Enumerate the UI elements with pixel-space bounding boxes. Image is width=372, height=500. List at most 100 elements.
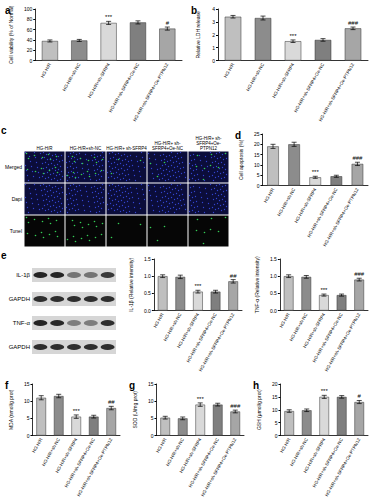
- svg-text:10: 10: [148, 398, 154, 404]
- svg-text:GSH (μmol/g prot): GSH (μmol/g prot): [256, 389, 262, 430]
- svg-text:###: ###: [352, 155, 363, 161]
- svg-text:###: ###: [230, 403, 241, 409]
- svg-text:HG-H/R: HG-H/R: [31, 437, 44, 454]
- svg-text:#: #: [358, 393, 362, 399]
- svg-text:HG-H/R+sh-NC: HG-H/R+sh-NC: [162, 312, 182, 342]
- svg-text:Merged: Merged: [5, 164, 22, 170]
- svg-text:g: g: [129, 380, 135, 391]
- svg-text:GAPDH: GAPDH: [9, 296, 30, 302]
- svg-text:HG-H/R+sh-SFRP4+Oe-NC: HG-H/R+sh-SFRP4+Oe-NC: [185, 312, 218, 363]
- svg-text:TNF-α (Relative intensity): TNF-α (Relative intensity): [254, 256, 260, 313]
- svg-text:HG-H/R+sh-SFRP4+Oe-NC: HG-H/R+sh-SFRP4+Oe-NC: [108, 62, 141, 113]
- svg-text:HG-H/R+sh-NC: HG-H/R+sh-NC: [41, 437, 61, 467]
- svg-text:HG-H/R+sh-NC: HG-H/R+sh-NC: [61, 62, 81, 92]
- svg-text:HG-H/R+sh-SFRP4+Oe-PTPN12: HG-H/R+sh-SFRP4+Oe-PTPN12: [76, 437, 114, 497]
- svg-text:f: f: [5, 380, 9, 391]
- svg-text:1.0: 1.0: [144, 273, 151, 279]
- svg-text:10: 10: [254, 162, 260, 168]
- svg-text:HG-H/R: HG-H/R: [263, 187, 276, 204]
- svg-text:20: 20: [272, 381, 278, 387]
- svg-text:***: ***: [289, 33, 297, 39]
- svg-text:0: 0: [29, 58, 32, 64]
- svg-text:1.5: 1.5: [144, 256, 151, 262]
- svg-text:***: ***: [312, 169, 320, 175]
- svg-text:HG-H/R+sh-SFRP4: HG-H/R+sh-SFRP4: [87, 62, 111, 99]
- svg-text:HG-H/R: HG-H/R: [223, 62, 236, 79]
- svg-text:HG-H/R+sh-SFRP4+Oe-PTPN12: HG-H/R+sh-SFRP4+Oe-PTPN12: [324, 312, 362, 372]
- svg-text:15: 15: [24, 381, 30, 387]
- svg-text:HG-H/R+sh-SFRP4: HG-H/R+sh-SFRP4: [271, 62, 295, 99]
- svg-text:0.0: 0.0: [144, 308, 151, 314]
- svg-text:0: 0: [257, 183, 260, 189]
- svg-text:100: 100: [24, 6, 33, 12]
- svg-text:HG-H/R: HG-H/R: [40, 62, 53, 79]
- svg-text:HG-H/R: HG-H/R: [153, 312, 166, 329]
- svg-text:0.5: 0.5: [270, 290, 277, 296]
- svg-text:b: b: [191, 5, 197, 16]
- svg-text:Cell apoptosis (%): Cell apoptosis (%): [238, 139, 244, 180]
- svg-text:SOD (U/mg prot): SOD (U/mg prot): [132, 391, 138, 429]
- svg-text:HG-H/R+sh-SFRP4+Oe-NC: HG-H/R+sh-SFRP4+Oe-NC: [312, 437, 345, 488]
- svg-text:###: ###: [348, 20, 359, 26]
- svg-text:HG-H/R+sh-SFRP4+Oe-NC: HG-H/R+sh-SFRP4+Oe-NC: [311, 312, 344, 363]
- svg-text:5: 5: [275, 420, 278, 426]
- svg-text:***: ***: [105, 14, 113, 20]
- svg-text:GAPDH: GAPDH: [9, 344, 30, 350]
- svg-text:20: 20: [27, 47, 33, 53]
- svg-text:HG-H/R+sh-NC: HG-H/R+sh-NC: [288, 312, 308, 342]
- svg-text:4: 4: [212, 6, 215, 12]
- svg-text:##: ##: [108, 399, 115, 405]
- svg-text:HG-H/R+sh-SFRP4+Oe-PTPN12: HG-H/R+sh-SFRP4+Oe-PTPN12: [132, 62, 170, 122]
- svg-text:15: 15: [272, 394, 278, 400]
- svg-text:HG-H/R+sh-SFRP4+Oe-PTPN12: HG-H/R+sh-SFRP4+Oe-PTPN12: [200, 437, 238, 497]
- svg-text:0.5: 0.5: [144, 290, 151, 296]
- svg-text:1.0: 1.0: [270, 273, 277, 279]
- svg-text:MDA (nmol/g prot): MDA (nmol/g prot): [8, 389, 14, 430]
- svg-text:25: 25: [254, 131, 260, 137]
- svg-text:0: 0: [151, 433, 154, 439]
- svg-text:Relative LDH release: Relative LDH release: [195, 11, 201, 58]
- svg-text:HG-H/R+sh-SFRP4+Oe-NC: HG-H/R+sh-SFRP4+Oe-NC: [64, 437, 97, 488]
- svg-text:HG-H/R: HG-H/R: [155, 437, 168, 454]
- svg-text:0.0: 0.0: [270, 308, 277, 314]
- svg-text:##: ##: [230, 273, 237, 279]
- svg-text:HG-H/R+sh-SFRP4+Oe-NC: HG-H/R+sh-SFRP4+Oe-NC: [293, 62, 326, 113]
- svg-text:***: ***: [194, 283, 202, 289]
- svg-text:HG-H/R+sh-NC: HG-H/R+sh-NC: [245, 62, 265, 92]
- svg-text:HG-H/R+sh-SFRP4+Oe-PTPN12: HG-H/R+sh-SFRP4+Oe-PTPN12: [318, 62, 356, 122]
- svg-text:60: 60: [27, 27, 33, 33]
- svg-text:Tunel: Tunel: [10, 228, 22, 234]
- svg-text:10: 10: [272, 407, 278, 413]
- svg-text:***: ***: [73, 408, 81, 414]
- svg-text:HG-H/R+sh-NC: HG-H/R+sh-NC: [165, 437, 185, 467]
- svg-text:HG-H/R+sh-NC: HG-H/R+sh-NC: [289, 437, 309, 467]
- svg-text:0: 0: [212, 58, 215, 64]
- svg-text:***: ***: [197, 396, 205, 402]
- svg-text:3: 3: [212, 19, 215, 25]
- svg-text:HG-H/R+sh-NC: HG-H/R+sh-NC: [276, 187, 296, 217]
- svg-text:***: ***: [320, 287, 328, 293]
- svg-text:h: h: [253, 380, 259, 391]
- svg-text:IL-1β: IL-1β: [16, 272, 30, 278]
- svg-text:Dapi: Dapi: [12, 196, 22, 202]
- svg-text:d: d: [235, 130, 241, 141]
- svg-text:HG-H/R+sh-SFRP4+Oe-PTPN12: HG-H/R+sh-SFRP4+Oe-PTPN12: [322, 187, 360, 247]
- svg-text:#: #: [166, 20, 170, 26]
- svg-text:HG-H/R+sh-SFRP4+Oe-PTPN12: HG-H/R+sh-SFRP4+Oe-PTPN12: [324, 437, 362, 497]
- svg-text:IL-1β (Relative intensity): IL-1β (Relative intensity): [128, 257, 134, 311]
- svg-text:40: 40: [27, 37, 33, 43]
- svg-text:0: 0: [275, 433, 278, 439]
- svg-text:HG-H/R+sh-SFRP4+Oe-NC: HG-H/R+sh-SFRP4+Oe-NC: [188, 437, 221, 488]
- svg-text:HG-H/R: HG-H/R: [279, 437, 292, 454]
- svg-text:a: a: [5, 5, 11, 16]
- svg-text:15: 15: [148, 381, 154, 387]
- svg-text:5: 5: [151, 415, 154, 421]
- svg-text:HG-H/R: HG-H/R: [279, 312, 292, 329]
- svg-text:HG-H/R+sh-SFRP4+Oe-PTPN12: HG-H/R+sh-SFRP4+Oe-PTPN12: [198, 312, 236, 372]
- svg-text:1.5: 1.5: [270, 256, 277, 262]
- svg-text:15: 15: [254, 152, 260, 158]
- svg-text:20: 20: [254, 141, 260, 147]
- svg-text:0: 0: [27, 433, 30, 439]
- svg-text:1: 1: [212, 45, 215, 51]
- svg-text:5: 5: [257, 172, 260, 178]
